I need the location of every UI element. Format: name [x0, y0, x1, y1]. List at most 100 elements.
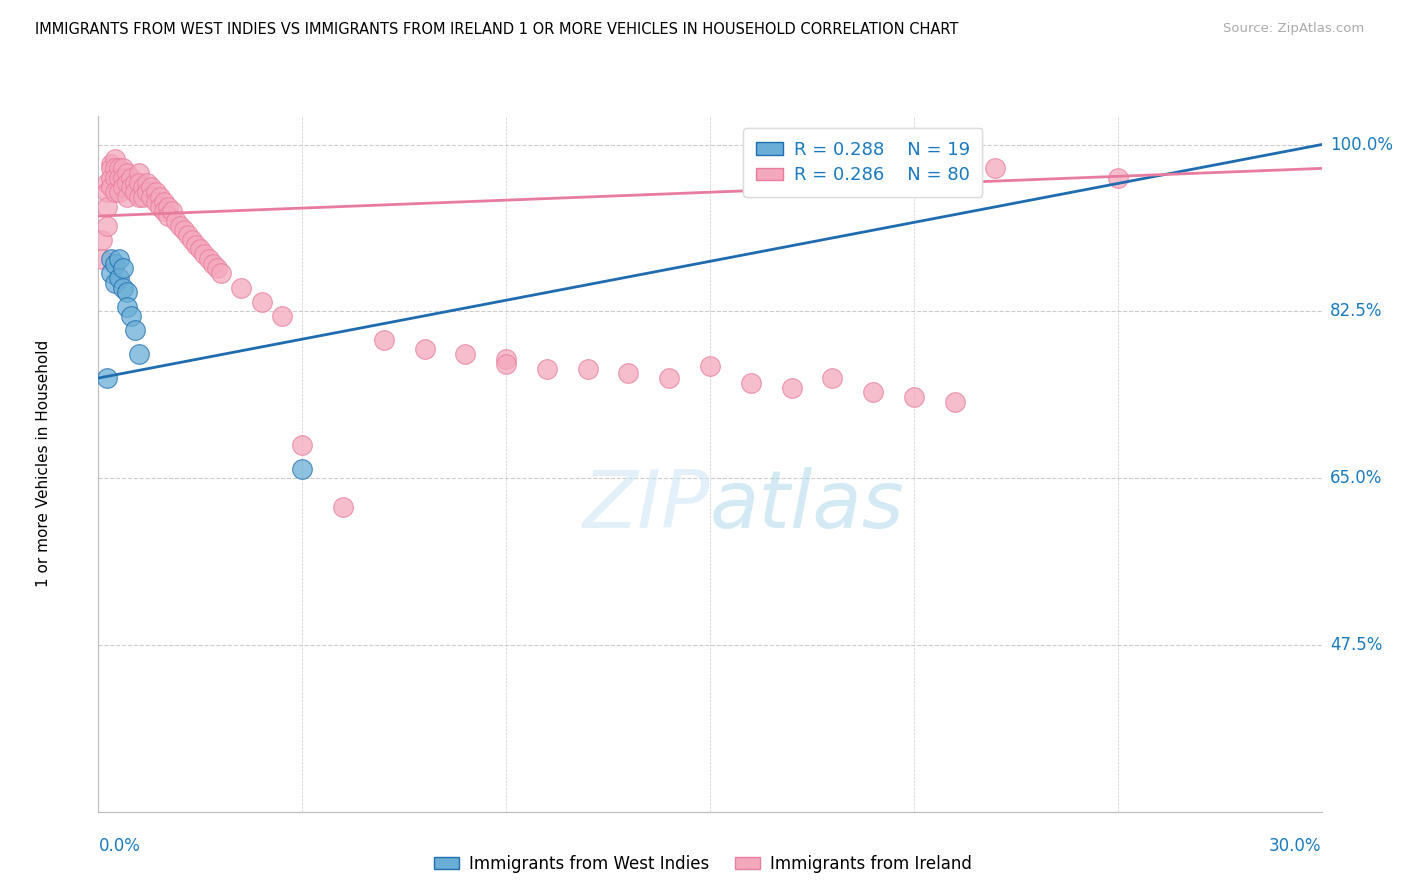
Point: [100, 180, 122, 194]
Point: [108, 185, 131, 199]
Point: [149, 200, 172, 214]
Point: [332, 500, 354, 514]
Point: [984, 161, 1007, 176]
Point: [862, 385, 884, 400]
Point: [104, 185, 127, 199]
Text: ZIP: ZIP: [582, 467, 710, 545]
Text: 65.0%: 65.0%: [1330, 469, 1382, 487]
Point: [96, 176, 118, 190]
Point: [209, 266, 232, 280]
Point: [205, 261, 228, 276]
Point: [160, 204, 183, 219]
Point: [152, 194, 174, 209]
Point: [186, 237, 208, 252]
Point: [903, 390, 925, 404]
Text: 0.0%: 0.0%: [98, 837, 141, 855]
Point: [141, 180, 163, 194]
Point: [291, 438, 314, 452]
Text: IMMIGRANTS FROM WEST INDIES VS IMMIGRANTS FROM IRELAND 1 OR MORE VEHICLES IN HOU: IMMIGRANTS FROM WEST INDIES VS IMMIGRANT…: [35, 22, 959, 37]
Point: [115, 176, 138, 190]
Text: atlas: atlas: [710, 467, 905, 545]
Point: [115, 300, 138, 314]
Point: [145, 185, 167, 199]
Point: [96, 185, 118, 199]
Point: [132, 180, 155, 194]
Point: [120, 180, 142, 194]
Point: [100, 156, 122, 170]
Point: [156, 209, 179, 223]
Point: [120, 309, 142, 323]
Point: [165, 214, 187, 228]
Point: [124, 176, 146, 190]
Point: [141, 190, 163, 204]
Point: [115, 166, 138, 180]
Point: [911, 154, 934, 169]
Point: [136, 185, 159, 199]
Legend: Immigrants from West Indies, Immigrants from Ireland: Immigrants from West Indies, Immigrants …: [427, 848, 979, 880]
Point: [124, 323, 146, 337]
Point: [169, 219, 191, 233]
Point: [270, 309, 294, 323]
Point: [699, 359, 721, 373]
Text: 1 or more Vehicles in Household: 1 or more Vehicles in Household: [37, 340, 51, 588]
Point: [149, 190, 172, 204]
Point: [188, 243, 212, 257]
Point: [495, 351, 517, 366]
Point: [181, 233, 204, 247]
Point: [120, 170, 142, 185]
Point: [111, 170, 134, 185]
Point: [740, 376, 762, 390]
Text: 47.5%: 47.5%: [1330, 636, 1382, 654]
Point: [104, 161, 127, 176]
Point: [100, 266, 122, 280]
Point: [104, 257, 127, 271]
Point: [108, 252, 131, 266]
Point: [250, 294, 273, 309]
Point: [128, 166, 150, 180]
Point: [943, 395, 966, 409]
Point: [115, 190, 138, 204]
Point: [780, 381, 803, 395]
Text: 30.0%: 30.0%: [1270, 837, 1322, 855]
Point: [128, 190, 150, 204]
Point: [91, 233, 114, 247]
Point: [100, 252, 122, 266]
Point: [128, 347, 150, 361]
Point: [96, 219, 118, 233]
Point: [91, 252, 114, 266]
Point: [128, 176, 150, 190]
Point: [413, 343, 436, 357]
Point: [111, 180, 134, 194]
Point: [96, 200, 118, 214]
Point: [821, 371, 844, 385]
Point: [115, 285, 138, 300]
Point: [907, 149, 929, 163]
Point: [658, 371, 681, 385]
Point: [193, 247, 215, 261]
Point: [145, 194, 167, 209]
Point: [1107, 170, 1129, 185]
Point: [108, 170, 131, 185]
Text: Source: ZipAtlas.com: Source: ZipAtlas.com: [1223, 22, 1364, 36]
Text: 82.5%: 82.5%: [1330, 302, 1382, 320]
Point: [152, 204, 174, 219]
Point: [197, 252, 219, 266]
Point: [201, 257, 224, 271]
Point: [111, 161, 134, 176]
Point: [104, 152, 127, 166]
Point: [536, 361, 558, 376]
Point: [156, 200, 179, 214]
Point: [576, 361, 599, 376]
Point: [291, 461, 314, 475]
Point: [173, 223, 195, 237]
Point: [124, 185, 146, 199]
Point: [104, 276, 127, 290]
Point: [100, 161, 122, 176]
Point: [177, 228, 200, 243]
Point: [108, 271, 131, 285]
Point: [111, 261, 134, 276]
Point: [132, 190, 155, 204]
Point: [495, 357, 517, 371]
Point: [111, 280, 134, 294]
Point: [373, 333, 395, 347]
